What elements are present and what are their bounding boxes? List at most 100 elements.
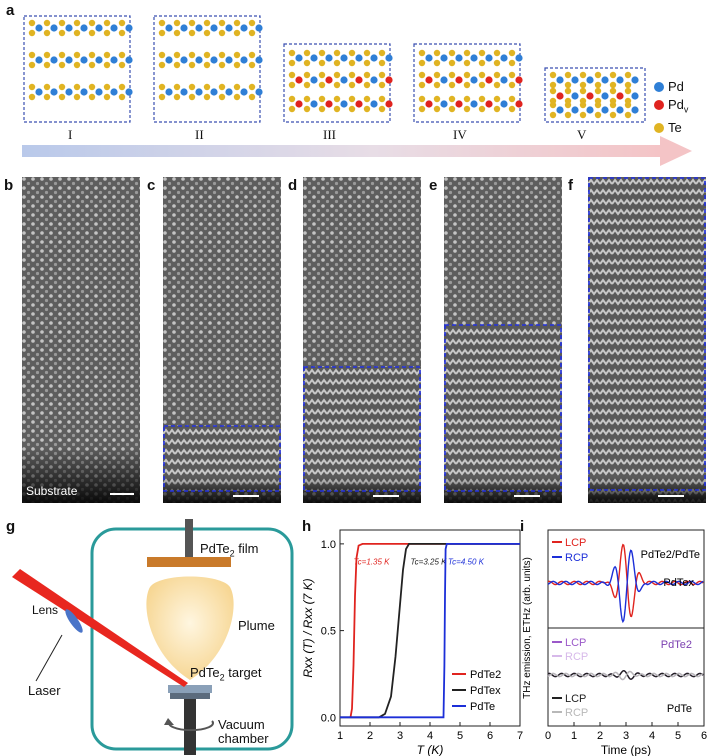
te-atom xyxy=(418,59,426,67)
stem-image-d xyxy=(303,177,421,503)
atom-legend: Pd Pdv Te xyxy=(654,78,688,137)
te-atom xyxy=(378,59,386,67)
te-atom xyxy=(43,51,51,59)
x-tick-label: 6 xyxy=(701,730,707,742)
pd-atom xyxy=(515,54,523,62)
te-atom xyxy=(433,95,441,103)
te-atom xyxy=(508,49,516,57)
pd-atom xyxy=(65,88,73,96)
te-atom xyxy=(333,81,341,89)
te-atom xyxy=(43,61,51,69)
te-atom xyxy=(218,19,226,27)
panel-label-a: a xyxy=(6,2,15,19)
te-atom xyxy=(303,71,311,79)
pd-atom xyxy=(485,54,493,62)
pd-atom xyxy=(385,100,393,108)
stem-image-c xyxy=(163,177,281,503)
progression-arrow xyxy=(22,145,662,157)
te-atom xyxy=(348,81,356,89)
label-pdte2-film: PdTe2 film xyxy=(200,541,259,559)
te-atom xyxy=(73,29,81,37)
te-atom xyxy=(203,93,211,101)
te-atom xyxy=(218,93,226,101)
te-atom xyxy=(118,19,126,27)
te-atom xyxy=(549,87,557,95)
te-atom xyxy=(218,61,226,69)
te-atom xyxy=(448,71,456,79)
label-laser: Laser xyxy=(28,683,61,698)
te-atom xyxy=(218,83,226,91)
pd-atom xyxy=(310,76,318,84)
pd-atom xyxy=(195,56,203,64)
te-atom xyxy=(158,83,166,91)
te-atom xyxy=(158,51,166,59)
y-axis-label: THz emission, ETHz (arb. units) xyxy=(522,557,533,699)
tc-label: Tc=1.35 K xyxy=(354,558,391,567)
te-atom xyxy=(564,87,572,95)
te-atom xyxy=(508,105,516,113)
pd-atom xyxy=(80,24,88,32)
pd-atom xyxy=(455,100,463,108)
x-tick-label: 4 xyxy=(427,730,433,742)
legend-entry: RCP xyxy=(565,552,588,564)
x-axis-label: Time (ps) xyxy=(601,743,651,756)
legend-entry: RCP xyxy=(565,651,588,663)
te-atom xyxy=(73,83,81,91)
scale-bar xyxy=(373,495,399,497)
te-atom xyxy=(318,81,326,89)
structure-box xyxy=(23,15,131,123)
pd-atom xyxy=(165,88,173,96)
pd-atom xyxy=(340,76,348,84)
te-atom xyxy=(118,61,126,69)
pd-atom xyxy=(440,100,448,108)
te-atom xyxy=(333,49,341,57)
pd-atom xyxy=(80,56,88,64)
legend-te: Te xyxy=(654,119,688,137)
pd-atom xyxy=(110,56,118,64)
te-atom xyxy=(203,61,211,69)
te-atom xyxy=(609,87,617,95)
te-atom xyxy=(549,111,557,119)
te-atom xyxy=(348,95,356,103)
te-atom xyxy=(233,83,241,91)
te-atom xyxy=(88,51,96,59)
te-atom xyxy=(248,61,256,69)
te-atom xyxy=(594,81,602,89)
pd-atom xyxy=(455,76,463,84)
pd-atom xyxy=(165,56,173,64)
pd-atom xyxy=(225,24,233,32)
te-atom xyxy=(418,95,426,103)
stem-image-f xyxy=(588,177,706,503)
te-atom xyxy=(478,71,486,79)
pd-atom xyxy=(50,24,58,32)
pd-atom xyxy=(125,88,133,96)
te-atom xyxy=(564,111,572,119)
plume xyxy=(146,576,234,680)
te-atom xyxy=(363,81,371,89)
te-atom xyxy=(233,51,241,59)
panel-label-g: g xyxy=(6,518,16,535)
pd-atom xyxy=(210,24,218,32)
pd-atom xyxy=(485,100,493,108)
te-atom xyxy=(188,29,196,37)
te-atom xyxy=(173,19,181,27)
te-atom xyxy=(478,81,486,89)
te-atom xyxy=(188,19,196,27)
pd-atom xyxy=(586,106,594,114)
x-tick-label: 4 xyxy=(649,730,655,742)
te-atom xyxy=(493,71,501,79)
pd-atom xyxy=(440,76,448,84)
te-atom xyxy=(433,71,441,79)
te-atom xyxy=(73,51,81,59)
pd-atom xyxy=(616,106,624,114)
pd-atom xyxy=(165,24,173,32)
series-line-PdTex xyxy=(340,543,520,719)
te-atom xyxy=(579,111,587,119)
te-atom xyxy=(173,51,181,59)
te-atom xyxy=(463,105,471,113)
pd-atom xyxy=(65,24,73,32)
te-atom xyxy=(609,101,617,109)
te-atom xyxy=(318,95,326,103)
pd-atom xyxy=(65,56,73,64)
te-atom xyxy=(333,71,341,79)
